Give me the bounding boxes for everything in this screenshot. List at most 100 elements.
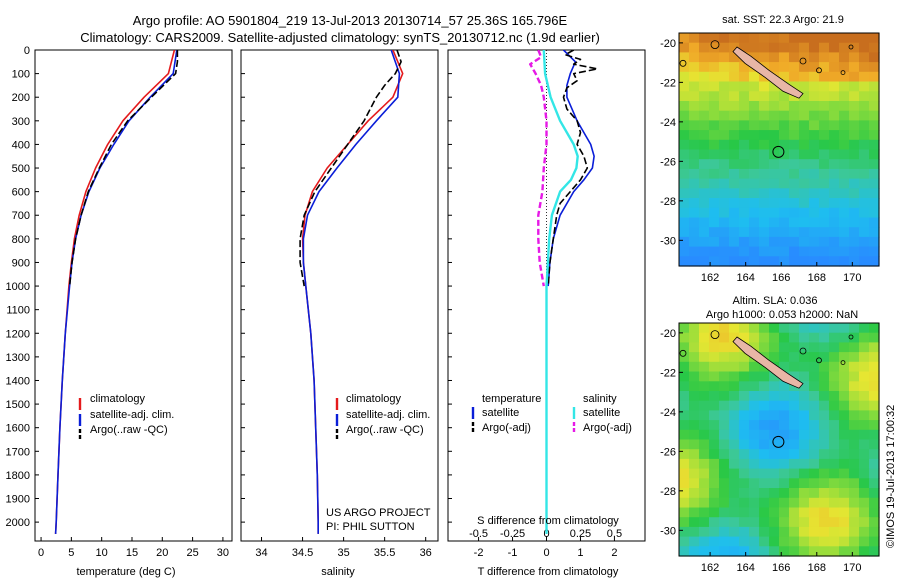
map-cell	[689, 178, 700, 189]
map-cell	[719, 410, 730, 421]
map-cell	[689, 62, 700, 73]
map-cell	[709, 449, 720, 460]
map-cell	[679, 468, 690, 479]
map-cell	[859, 497, 870, 509]
map-cell	[719, 71, 730, 83]
map-cell	[839, 478, 850, 489]
map-cell	[739, 478, 750, 489]
map-cell	[859, 227, 870, 238]
map-cell	[839, 256, 850, 267]
map-cell	[799, 91, 810, 102]
map-cell	[749, 391, 760, 402]
map-cell	[749, 342, 760, 353]
map-cell	[709, 439, 720, 450]
map-cell	[829, 91, 840, 102]
map-cell	[779, 217, 790, 228]
map-cell	[749, 517, 760, 528]
map-cell	[739, 101, 750, 112]
island-outline	[840, 360, 846, 366]
map-cell	[729, 110, 740, 122]
map-cell	[759, 81, 770, 92]
map-cell	[779, 323, 790, 334]
map-cell	[729, 71, 740, 83]
map-cell	[769, 178, 780, 189]
map-cell	[829, 352, 840, 363]
map-cell	[799, 139, 810, 151]
map-cell	[689, 110, 700, 122]
map-cell	[739, 381, 750, 392]
map-cell	[789, 227, 800, 238]
map-cell	[789, 517, 800, 528]
map-cell	[779, 410, 790, 421]
map-cell	[849, 400, 860, 412]
map-y-tick-label: -22	[660, 77, 676, 89]
map-cell	[859, 168, 870, 180]
map-cell	[689, 536, 700, 547]
map-cell	[839, 400, 850, 412]
map-cell	[699, 188, 710, 199]
map-cell	[779, 439, 790, 450]
map-cell	[739, 256, 750, 267]
map-cell	[819, 536, 830, 547]
difference-series	[529, 50, 599, 534]
map-cell	[689, 207, 700, 219]
map-cell	[719, 139, 730, 151]
map-cell	[729, 139, 740, 151]
map-cell	[789, 168, 800, 180]
map-cell	[789, 497, 800, 509]
map-cell	[719, 458, 730, 470]
map-cell	[849, 168, 860, 180]
x-tick-label: 0	[38, 547, 44, 559]
map-cell	[819, 526, 830, 538]
map-cell	[859, 507, 870, 518]
map-cell	[699, 217, 710, 228]
map-cell	[839, 81, 850, 92]
map-cell	[679, 352, 690, 363]
map-cell	[739, 110, 750, 122]
map-cell	[799, 410, 810, 421]
map-cell	[769, 168, 780, 180]
map-cell	[839, 42, 850, 54]
map-cell	[759, 546, 770, 557]
map-cell	[789, 81, 800, 92]
map-cell	[729, 361, 740, 373]
map-cell	[789, 130, 800, 141]
map-cell	[709, 110, 720, 122]
map-cell	[689, 246, 700, 257]
map-cell	[829, 507, 840, 518]
map-cell	[739, 391, 750, 402]
map-cell	[739, 198, 750, 209]
x-tick-label: -1	[508, 547, 518, 559]
map-cell	[789, 120, 800, 131]
map-cell	[769, 81, 780, 92]
legend-header-salinity: salinity	[583, 393, 617, 405]
map-cell	[739, 371, 750, 382]
map-cell	[789, 52, 800, 63]
map-cell	[869, 391, 880, 402]
map-cell	[739, 323, 750, 334]
map-y-tick-label: -26	[660, 156, 676, 168]
map-cell	[869, 198, 880, 209]
island-outline	[679, 349, 687, 357]
map-cell	[699, 110, 710, 122]
depth-tick-label: 1300	[6, 352, 30, 364]
legend-label-s-satellite: satellite	[583, 407, 620, 419]
map-cell	[809, 33, 820, 44]
map-cell	[789, 62, 800, 73]
map-cell	[829, 536, 840, 547]
map-cell	[799, 52, 810, 63]
map-cell	[679, 207, 690, 219]
map-cell	[759, 410, 770, 421]
map-cell	[809, 410, 820, 421]
legend-label-s-argo: Argo(-adj)	[583, 422, 632, 434]
map-cell	[799, 256, 810, 267]
map-cell	[699, 101, 710, 112]
map-cell	[839, 410, 850, 421]
map-cell	[859, 352, 870, 363]
map-cell	[749, 323, 760, 334]
map-cell	[689, 81, 700, 92]
map-cell	[869, 178, 880, 189]
map-cell	[829, 517, 840, 528]
depth-tick-label: 1900	[6, 494, 30, 506]
map-cell	[869, 217, 880, 228]
